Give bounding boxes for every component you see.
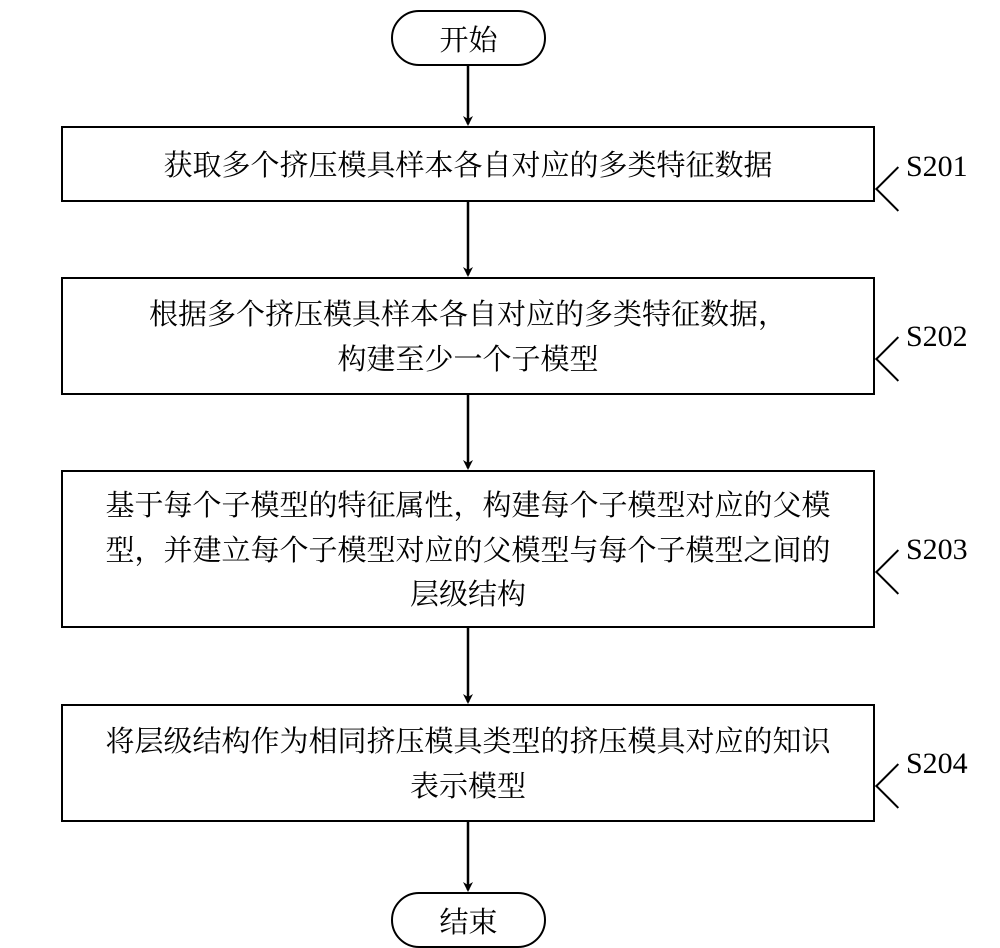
- step-label-s202: S202: [906, 320, 968, 354]
- start-label: 开始: [439, 18, 497, 59]
- end-terminal: 结束: [391, 892, 546, 948]
- process-s203-line2: 型，并建立每个子模型对应的父模型与每个子模型之间的: [105, 528, 830, 569]
- step-label-s201: S201: [906, 150, 968, 184]
- process-s201: 获取多个挤压模具样本各自对应的多类特征数据: [61, 126, 875, 202]
- process-s204: 将层级结构作为相同挤压模具类型的挤压模具对应的知识 表示模型: [61, 704, 875, 822]
- process-s203-line1: 基于每个子模型的特征属性，构建每个子模型对应的父模: [105, 483, 830, 524]
- process-s202-line2: 构建至少一个子模型: [337, 337, 598, 378]
- step-label-s203: S203: [906, 533, 968, 567]
- process-s203-line3: 层级结构: [410, 572, 526, 613]
- process-s204-line2: 表示模型: [410, 764, 526, 805]
- process-s204-line1: 将层级结构作为相同挤压模具类型的挤压模具对应的知识: [105, 719, 830, 760]
- step-label-s204: S204: [906, 747, 968, 781]
- process-s203: 基于每个子模型的特征属性，构建每个子模型对应的父模 型，并建立每个子模型对应的父…: [61, 470, 875, 628]
- end-label: 结束: [439, 900, 497, 941]
- start-terminal: 开始: [391, 10, 546, 66]
- process-s202-line1: 根据多个挤压模具样本各自对应的多类特征数据，: [149, 292, 787, 333]
- process-s202: 根据多个挤压模具样本各自对应的多类特征数据， 构建至少一个子模型: [61, 277, 875, 395]
- process-s201-text: 获取多个挤压模具样本各自对应的多类特征数据: [163, 142, 772, 187]
- flowchart-canvas: 开始 获取多个挤压模具样本各自对应的多类特征数据 根据多个挤压模具样本各自对应的…: [0, 0, 1000, 919]
